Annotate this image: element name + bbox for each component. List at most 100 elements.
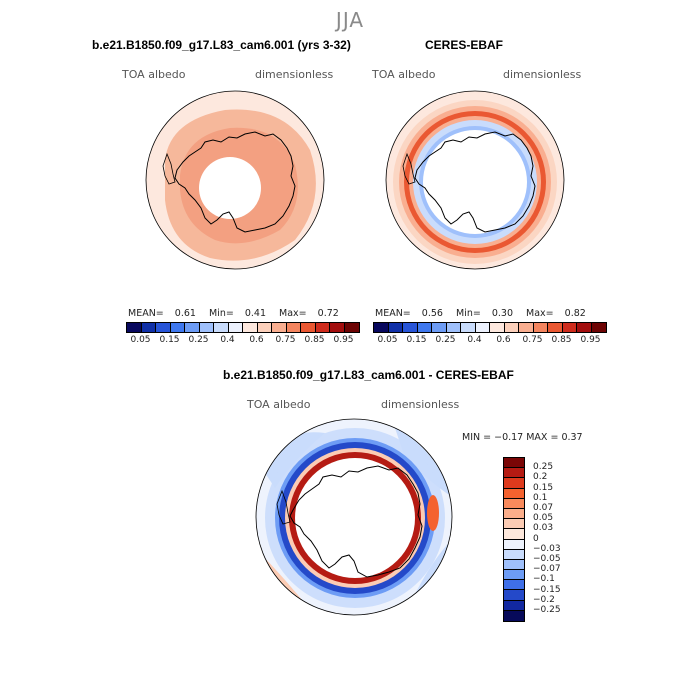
peninsula-coastline — [276, 489, 291, 525]
colorbar-tick-label: 0.95 — [580, 335, 601, 345]
colorbar-swatch — [504, 580, 524, 591]
mean-label: MEAN= — [375, 308, 411, 319]
colorbar-swatch — [591, 323, 606, 332]
colorbar-tick-label: 0.05 — [377, 335, 398, 345]
colorbar-swatch — [185, 323, 200, 332]
polar-missing-data — [295, 458, 415, 578]
obs-stats: MEAN= 0.56 Min= 0.30 Max= 0.82 — [375, 308, 586, 319]
colorbar-tick-label: 0.85 — [304, 335, 325, 345]
colorbar-tick-label: 0.75 — [522, 335, 543, 345]
obs-panel-title: CERES-EBAF — [425, 38, 504, 52]
colorbar-tick-label: 0.05 — [533, 513, 554, 524]
colorbar-swatch — [417, 323, 432, 332]
colorbar-swatch — [330, 323, 345, 332]
diff-units-label: dimensionless — [381, 398, 460, 411]
diff-map — [255, 418, 453, 616]
colorbar-tick-label: −0.03 — [533, 543, 561, 554]
peninsula-coastline — [162, 152, 176, 185]
obs-colorbar-labels: 0.05 0.15 0.25 0.4 0.6 0.75 0.85 0.95 — [373, 335, 606, 347]
colorbar-swatch — [446, 323, 461, 332]
colorbar-swatch — [461, 323, 476, 332]
colorbar-tick-label: 0.25 — [435, 335, 456, 345]
colorbar-swatch — [199, 323, 214, 332]
colorbar-swatch — [504, 488, 524, 499]
map-boundary — [255, 418, 453, 616]
min-label: Min= — [208, 308, 234, 319]
mean-label: MEAN= — [128, 308, 164, 319]
colorbar-swatch — [504, 590, 524, 601]
difference-colorbar — [503, 457, 525, 622]
colorbar-tick-label: 0.25 — [188, 335, 209, 345]
colorbar-swatch — [504, 570, 524, 581]
colorbar-swatch — [504, 498, 524, 509]
colorbar-tick-label: −0.1 — [533, 574, 555, 585]
difference-colorbar-labels: 0.25 0.2 0.15 0.1 0.07 0.05 0.03 0 −0.03 −0.05 −0.… — [533, 457, 593, 622]
colorbar-tick-label: 0.25 — [533, 462, 554, 473]
model-field-label: TOA albedo — [122, 68, 186, 81]
mean-value: 0.61 — [174, 308, 196, 319]
colorbar-swatch — [228, 323, 243, 332]
colorbar-tick-label: −0.25 — [533, 605, 561, 615]
max-label: Max= — [279, 308, 307, 319]
colorbar-tick-label: 0.4 — [467, 335, 482, 345]
antarctica-coastline — [174, 131, 296, 233]
colorbar-swatch — [504, 549, 524, 560]
colorbar-swatch — [504, 478, 524, 489]
colorbar-swatch — [432, 323, 447, 332]
colorbar-tick-label: 0.1 — [533, 492, 548, 503]
colorbar-swatch — [504, 610, 524, 621]
obs-colorbar — [373, 322, 607, 333]
model-stats: MEAN= 0.61 Min= 0.41 Max= 0.72 — [128, 308, 339, 319]
colorbar-tick-label: 0.6 — [496, 335, 511, 345]
colorbar-swatch — [504, 519, 524, 530]
model-units-label: dimensionless — [255, 68, 334, 81]
colorbar-tick-label: 0.75 — [275, 335, 296, 345]
colorbar-swatch — [504, 600, 524, 611]
colorbar-swatch — [127, 323, 142, 332]
colorbar-tick-label: 0 — [533, 533, 539, 544]
polar-missing-data — [423, 130, 527, 234]
colorbar-swatch — [577, 323, 592, 332]
colorbar-swatch — [562, 323, 577, 332]
diff-panel-title: b.e21.B1850.f09_g17.L83_cam6.001 - CERES… — [223, 368, 514, 382]
colorbar-swatch — [315, 323, 330, 332]
diff-field-label: TOA albedo — [247, 398, 311, 411]
colorbar-tick-label: 0.07 — [533, 503, 554, 513]
colorbar-swatch — [504, 508, 524, 520]
colorbar-tick-label: 0.15 — [159, 335, 180, 345]
colorbar-swatch — [403, 323, 418, 332]
colorbar-tick-label: 0.2 — [533, 472, 548, 483]
max-value: 0.82 — [564, 308, 586, 319]
colorbar-tick-label: 0.95 — [333, 335, 354, 345]
colorbar-swatch — [156, 323, 171, 332]
colorbar-swatch — [504, 323, 519, 332]
colorbar-tick-label: 0.6 — [249, 335, 264, 345]
min-value: 0.41 — [244, 308, 266, 319]
colorbar-swatch — [519, 323, 534, 332]
colorbar-tick-label: −0.2 — [533, 594, 555, 605]
colorbar-tick-label: −0.07 — [533, 564, 561, 575]
colorbar-swatch — [374, 323, 389, 332]
colorbar-swatch — [257, 323, 272, 332]
model-map — [145, 90, 325, 270]
colorbar-tick-label: 0.15 — [406, 335, 427, 345]
colorbar-swatch — [272, 323, 287, 332]
map-boundary — [385, 90, 565, 270]
colorbar-swatch — [548, 323, 563, 332]
colorbar-swatch — [388, 323, 403, 332]
colorbar-swatch — [344, 323, 359, 332]
antarctica-coastline — [414, 131, 536, 233]
colorbar-swatch — [243, 323, 258, 332]
colorbar-swatch — [214, 323, 229, 332]
diff-minmax: MIN = −0.17 MAX = 0.37 — [462, 432, 583, 443]
colorbar-tick-label: 0.03 — [533, 523, 554, 534]
colorbar-swatch — [490, 323, 505, 332]
colorbar-tick-label: 0.4 — [220, 335, 235, 345]
min-label: Min= — [455, 308, 481, 319]
model-panel-title: b.e21.B1850.f09_g17.L83_cam6.001 (yrs 3-… — [92, 38, 351, 52]
colorbar-swatch — [504, 458, 524, 469]
colorbar-tick-label: 0.05 — [130, 335, 151, 345]
colorbar-tick-label: 0.15 — [533, 482, 554, 493]
model-colorbar-labels: 0.05 0.15 0.25 0.4 0.6 0.75 0.85 0.95 — [126, 335, 359, 347]
colorbar-swatch — [170, 323, 185, 332]
